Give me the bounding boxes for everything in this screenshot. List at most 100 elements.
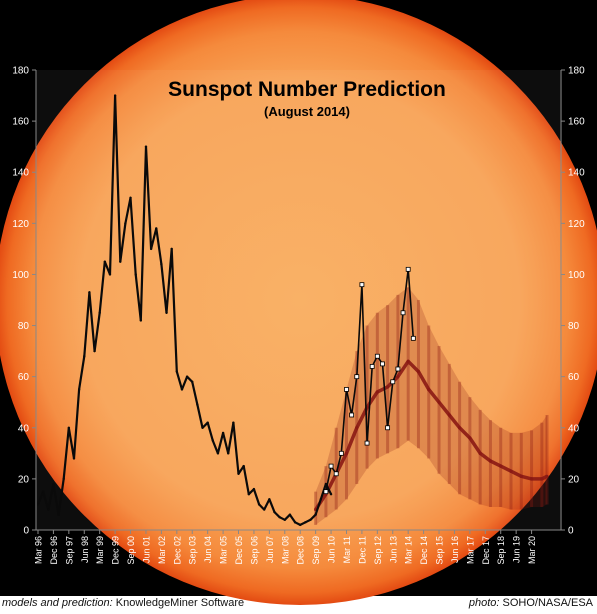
observed-point: [98, 311, 101, 314]
x-tick-label: Sep 18: [496, 536, 506, 565]
prediction-point: [529, 477, 534, 481]
prediction-point: [468, 436, 472, 440]
x-tick-label: Mar 96: [34, 536, 44, 564]
recent-observed-marker: [349, 412, 355, 418]
observed-point: [206, 421, 209, 424]
x-tick-label: Sep 00: [126, 536, 136, 565]
prediction-point: [344, 451, 349, 455]
observed-point: [273, 510, 276, 514]
x-tick-label: Sep 15: [435, 536, 445, 565]
y-tick-label-right: 80: [568, 321, 580, 332]
recent-observed-marker: [380, 361, 385, 367]
observed-point: [52, 482, 55, 486]
x-tick-label: Jun 16: [450, 536, 460, 563]
prediction-envelope: [315, 287, 547, 525]
x-tick-label: Dec 05: [234, 536, 244, 565]
prediction-point: [427, 387, 431, 392]
prediction-point: [509, 469, 513, 473]
observed-point: [247, 493, 250, 496]
observed-point: [196, 403, 199, 406]
x-tick-label: Jun 98: [80, 536, 90, 563]
observed-point: [77, 388, 81, 391]
x-tick-label: Mar 17: [465, 536, 475, 564]
observed-point: [113, 94, 117, 97]
observed-point: [47, 508, 50, 511]
x-tick-label: Sep 06: [249, 536, 259, 565]
observed-point: [62, 477, 65, 481]
recent-observed-marker: [405, 266, 411, 272]
y-tick-label-right: 60: [568, 372, 580, 383]
x-tick-label: Dec 14: [419, 536, 429, 565]
observed-point: [139, 319, 143, 322]
credit-right: photo: SOHO/NASA/ESA: [469, 597, 593, 609]
observed-point: [149, 247, 153, 251]
x-tick-label: Jun 19: [512, 536, 522, 563]
x-tick-label: Mar 99: [95, 536, 105, 564]
x-tick-label: Mar 11: [342, 536, 352, 563]
observed-point: [201, 426, 204, 429]
observed-point: [268, 498, 271, 501]
x-tick-label: Jun 10: [327, 536, 337, 563]
observed-point: [227, 452, 230, 455]
observed-point: [119, 260, 122, 263]
prediction-point: [416, 369, 421, 374]
prediction-point: [488, 459, 493, 463]
observed-point: [329, 493, 333, 496]
y-tick-label-left: 100: [12, 270, 29, 281]
plot-area: [36, 70, 562, 530]
y-tick-label-left: 20: [18, 474, 30, 485]
x-tick-label: Dec 17: [481, 536, 491, 565]
x-tick-label: Mar 05: [219, 536, 229, 564]
observed-point: [129, 196, 132, 199]
observed-point: [319, 498, 322, 501]
prediction-point: [406, 359, 410, 363]
observed-point: [134, 273, 137, 276]
observed-point: [170, 247, 173, 251]
observed-series: [36, 94, 333, 527]
observed-point: [216, 452, 220, 455]
prediction-point: [355, 426, 359, 430]
observed-point: [36, 503, 40, 506]
y-tick-label-left: 180: [12, 66, 29, 77]
observed-point: [257, 503, 261, 506]
observed-point: [83, 355, 86, 358]
y-tick-label-right: 20: [568, 474, 580, 485]
prediction-point: [396, 375, 400, 379]
observed-point: [288, 513, 292, 516]
observed-point: [314, 513, 317, 516]
observed-point: [67, 426, 71, 429]
prediction-line: [314, 359, 548, 511]
observed-point: [232, 421, 235, 424]
observed-point: [242, 464, 245, 468]
x-axis: Mar 96 Dec 96 Sep 97 Jun 98 Mar 99 Dec 99 Sep …: [34, 530, 537, 565]
observed-point: [237, 472, 240, 475]
y-tick-label-right: 100: [568, 270, 585, 281]
prediction-point: [437, 400, 441, 404]
y-tick-label-right: 180: [568, 66, 585, 77]
observed-point: [283, 518, 286, 521]
y-tick-label-left: 140: [12, 168, 29, 179]
credit-right-prefix: photo:: [468, 597, 500, 609]
observed-point: [185, 375, 189, 378]
x-tick-label: Mar 14: [404, 536, 414, 564]
y-tick-label-right: 0: [568, 526, 574, 537]
y-tick-label-left: 80: [18, 321, 30, 332]
observed-point: [263, 508, 266, 511]
x-tick-label: Jun 04: [203, 536, 213, 563]
chart-subtitle: (August 2014): [264, 104, 350, 119]
x-tick-label: Jun 01: [141, 536, 151, 563]
y-axis-right: 0 20 40 60 80 100 120 140 160 180: [561, 66, 585, 537]
observed-point: [72, 457, 76, 460]
prediction-point: [519, 474, 523, 478]
observed-point: [324, 482, 328, 486]
observed-point: [144, 145, 148, 148]
observed-point: [103, 260, 107, 263]
credit-left: models and prediction: KnowledgeMiner So…: [2, 597, 244, 609]
recent-observed-marker: [323, 489, 329, 495]
chart-title: Sunspot Number Prediction: [168, 78, 446, 101]
prediction-point: [375, 390, 379, 394]
prediction-series: [314, 359, 549, 512]
recent-observed-marker: [395, 366, 401, 372]
observed-line: [36, 94, 333, 526]
